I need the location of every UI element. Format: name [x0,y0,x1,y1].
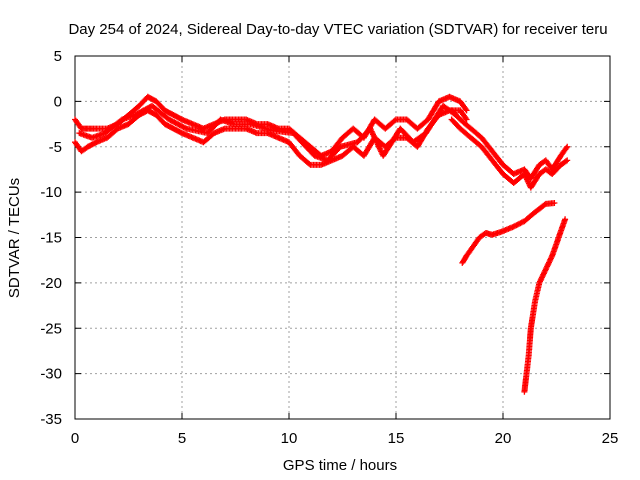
data-point [463,116,470,123]
y-tick-label: -10 [40,184,62,201]
data-series [72,93,571,395]
series-middle-branch [459,200,558,266]
data-point [562,158,569,165]
y-tick-label: -15 [40,230,62,247]
y-tick-label: 5 [54,48,62,65]
x-axis: 0 5 10 15 20 25 [71,56,619,447]
y-axis-label: SDTVAR / TECUs [6,178,23,298]
series-late-descent [448,107,571,182]
data-point [462,106,469,113]
data-point [391,117,398,124]
data-point [523,175,530,182]
data-point [462,115,469,122]
x-axis-label: GPS time / hours [283,457,397,474]
y-axis: 5 0 -5 -10 -15 -20 -25 -30 -35 [40,48,610,428]
chart-title: Day 254 of 2024, Sidereal Day-to-day VTE… [68,21,607,38]
x-tick-label: 20 [495,430,512,447]
data-point [182,124,188,131]
x-tick-label: 15 [388,430,405,447]
grid-lines [75,56,610,419]
data-point [562,216,569,223]
y-tick-label: -5 [49,139,62,156]
series-steep-branch [521,216,569,395]
x-tick-label: 25 [602,430,619,447]
data-point [538,274,545,281]
data-point [463,107,470,114]
data-point [564,143,571,150]
x-tick-label: 10 [281,430,298,447]
y-tick-label: -25 [40,320,62,337]
data-point [563,145,570,151]
data-point [537,278,543,285]
data-point [306,160,313,167]
x-tick-label: 5 [178,430,186,447]
y-tick-label: -30 [40,366,62,383]
x-tick-label: 0 [71,430,79,447]
data-point [524,177,531,184]
y-tick-label: 0 [54,93,62,110]
series-main-trace-upper [72,93,470,159]
data-point [564,157,571,164]
series-spread-trace [76,102,459,164]
data-point [551,200,558,206]
y-tick-label: -20 [40,275,62,292]
y-tick-label: -35 [40,411,62,428]
series-late-descent-lower [448,116,571,191]
